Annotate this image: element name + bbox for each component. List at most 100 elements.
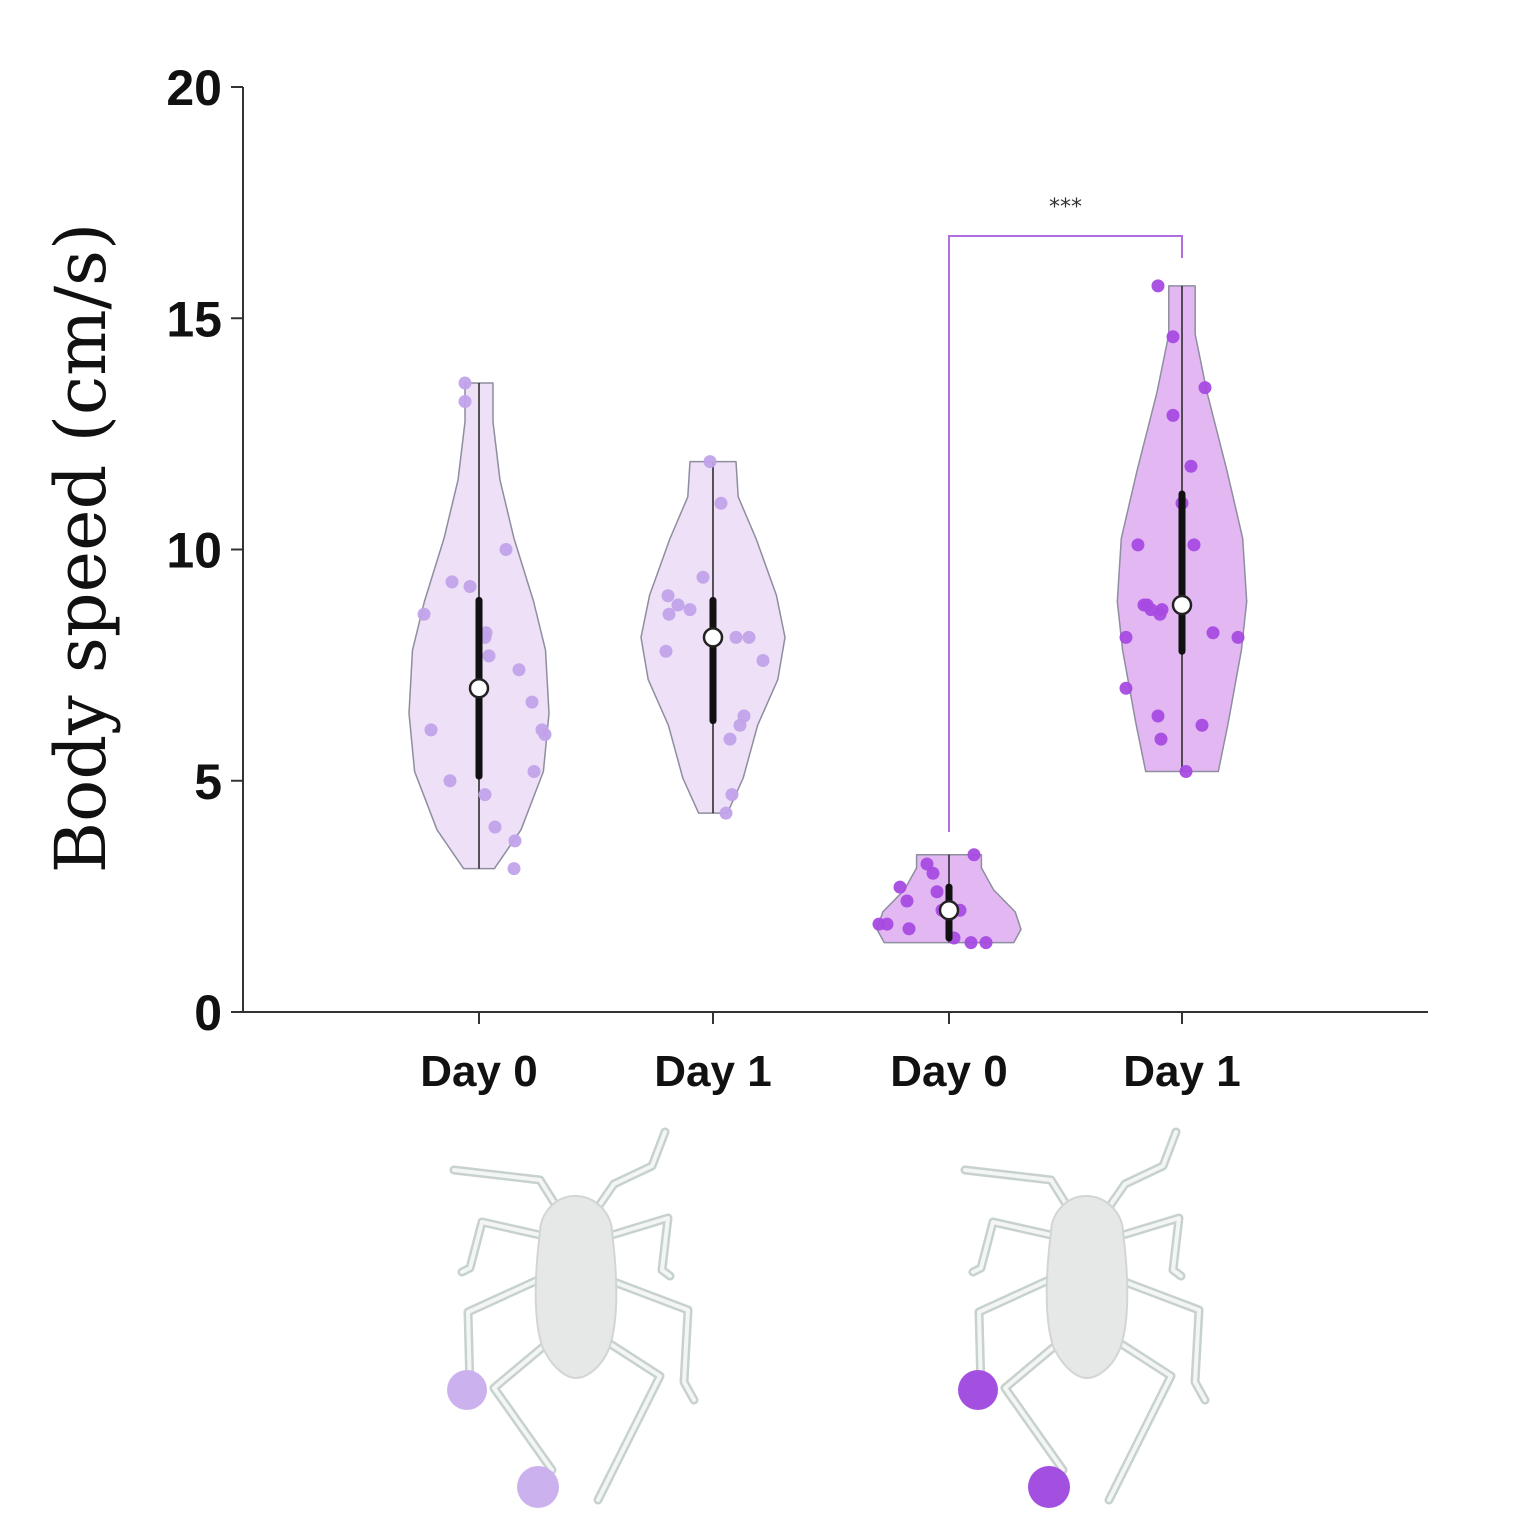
- y-tick-label: 10: [166, 523, 222, 579]
- median-marker: [938, 900, 960, 921]
- y-tick-label: 15: [166, 291, 222, 347]
- tarsus-marker: [447, 1370, 487, 1410]
- data-point: [499, 543, 513, 556]
- data-point: [1198, 381, 1212, 395]
- data-point: [417, 607, 431, 621]
- x-tick-label: Day 0: [890, 1047, 1007, 1096]
- data-point: [1119, 681, 1133, 695]
- insect-leg-inner: [594, 1130, 667, 1212]
- data-point: [1151, 279, 1165, 293]
- data-point: [488, 820, 502, 834]
- data-point: [729, 630, 743, 644]
- data-point: [1179, 765, 1193, 778]
- insect-leg: [1104, 1331, 1176, 1505]
- data-point: [525, 695, 539, 709]
- data-point: [733, 718, 747, 732]
- insect-leg-inner: [1107, 1334, 1173, 1502]
- y-tick-label: 20: [166, 60, 222, 116]
- insect-body: [534, 1194, 618, 1380]
- data-point: [696, 570, 710, 584]
- data-point: [719, 806, 733, 820]
- data-point: [424, 723, 438, 737]
- significance-label: ***: [1049, 195, 1082, 220]
- median-marker: [468, 678, 490, 699]
- data-point: [683, 603, 697, 617]
- y-tick-label: 5: [194, 754, 222, 810]
- median-marker: [1171, 594, 1193, 616]
- data-point: [659, 644, 673, 658]
- data-point: [1231, 630, 1245, 644]
- data-point: [902, 922, 916, 936]
- insect-leg-inner: [460, 1220, 542, 1274]
- tarsus-marker: [1028, 1466, 1070, 1508]
- insect-leg-inner: [977, 1278, 1051, 1390]
- data-point: [1119, 630, 1133, 644]
- insect-illustrations: [447, 1127, 1210, 1508]
- insect-leg-inner: [492, 1334, 558, 1472]
- insect-leg-inner: [612, 1280, 696, 1402]
- x-tick-label: Day 0: [420, 1047, 537, 1096]
- violins: [408, 279, 1248, 950]
- insect-light: [447, 1127, 699, 1508]
- x-tick-label: Day 1: [654, 1047, 771, 1096]
- data-point: [880, 917, 894, 931]
- data-point: [507, 862, 521, 876]
- data-point: [742, 630, 756, 644]
- insect-body: [1045, 1194, 1129, 1380]
- data-point: [458, 376, 472, 390]
- data-point: [926, 866, 940, 880]
- data-point: [478, 788, 492, 802]
- data-point: [445, 575, 459, 589]
- data-point: [1184, 459, 1198, 473]
- data-point: [1151, 709, 1165, 723]
- data-point: [920, 857, 934, 871]
- data-point: [1154, 732, 1168, 746]
- data-point: [671, 598, 685, 612]
- data-point: [1153, 607, 1167, 621]
- data-point: [1187, 538, 1201, 552]
- data-point: [482, 649, 496, 663]
- data-point: [662, 607, 676, 621]
- data-point: [964, 936, 978, 950]
- insect-leg-inner: [1003, 1334, 1069, 1472]
- data-point: [527, 765, 541, 778]
- insect-leg-inner: [452, 1168, 562, 1214]
- insect-leg-inner: [596, 1334, 662, 1502]
- y-axis-label: Body speed (cm/s): [40, 223, 122, 874]
- insect-leg-inner: [610, 1216, 672, 1278]
- data-point: [1206, 626, 1220, 640]
- data-point: [714, 496, 728, 510]
- data-point: [1166, 330, 1180, 344]
- data-point: [756, 654, 770, 667]
- insect-leg-inner: [963, 1168, 1073, 1214]
- insect-leg-inner: [1121, 1216, 1183, 1278]
- data-point: [930, 885, 944, 899]
- y-tick-label: 0: [194, 985, 222, 1041]
- tarsus-marker: [517, 1466, 559, 1508]
- data-point: [661, 589, 675, 603]
- median-marker: [702, 627, 724, 648]
- data-point: [723, 732, 737, 746]
- data-point: [512, 663, 526, 677]
- data-point: [1195, 718, 1209, 732]
- data-point: [1131, 538, 1145, 552]
- data-point: [458, 395, 472, 408]
- data-point: [1166, 408, 1180, 422]
- insect-leg-inner: [1105, 1130, 1178, 1212]
- axes: 0 5 10 15 20 Day 0 Day 1 Day 0 Day 1: [166, 60, 1428, 1096]
- data-point: [900, 894, 914, 908]
- data-point: [979, 936, 993, 950]
- data-point: [508, 834, 522, 848]
- x-tick-label: Day 1: [1123, 1047, 1240, 1096]
- insect-dark: [958, 1127, 1210, 1508]
- insect-leg: [593, 1331, 665, 1505]
- insect-leg-inner: [971, 1220, 1053, 1274]
- insect-leg-inner: [466, 1278, 540, 1390]
- data-point: [967, 848, 981, 862]
- data-point: [893, 880, 907, 894]
- data-point: [443, 774, 457, 788]
- data-point: [463, 580, 477, 593]
- data-point: [703, 455, 717, 469]
- data-point: [725, 788, 739, 802]
